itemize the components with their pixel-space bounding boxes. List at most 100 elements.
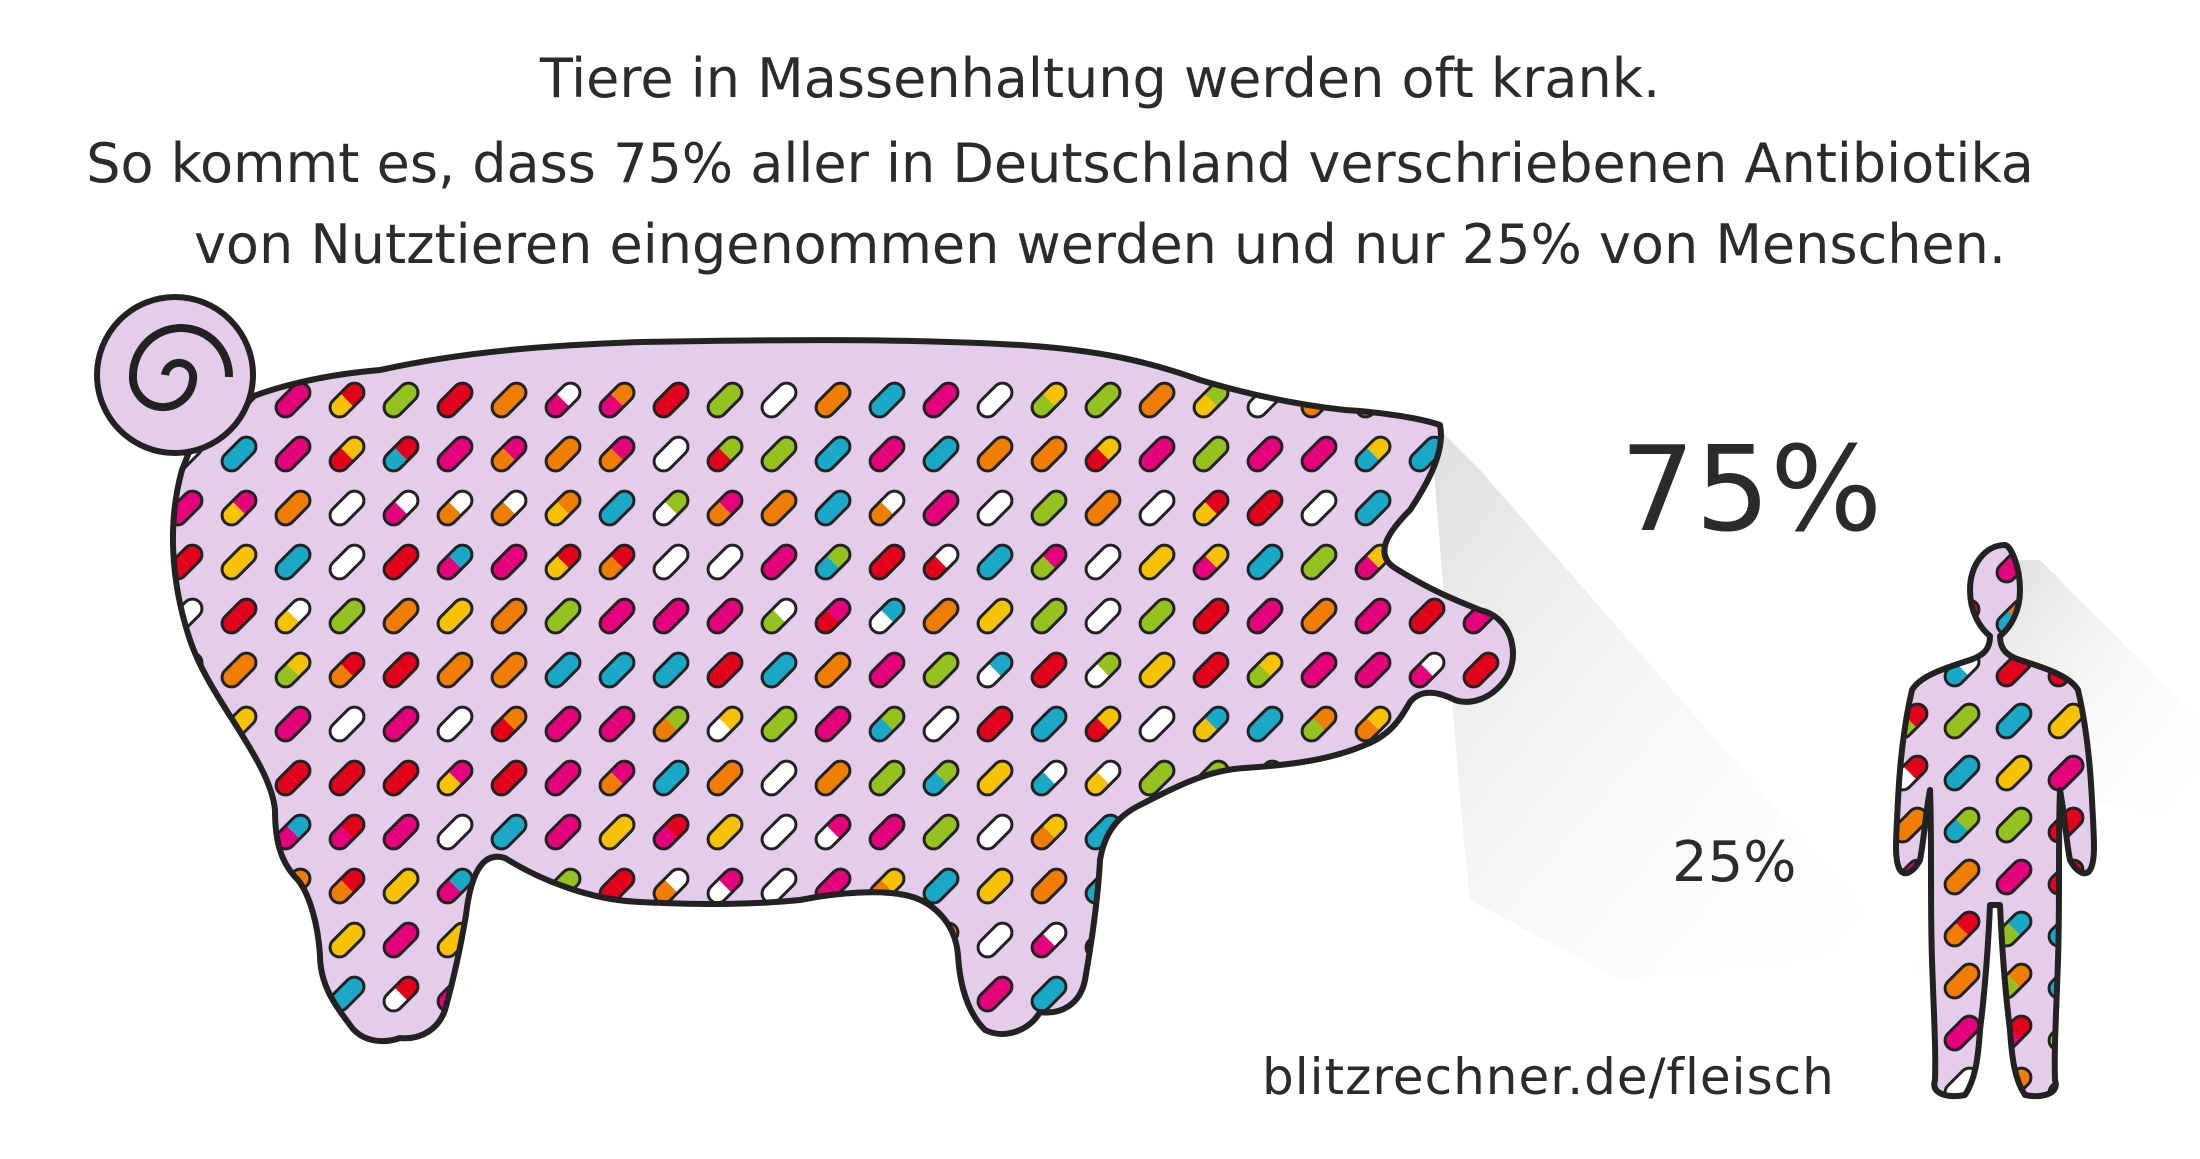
pill-capsule-icon bbox=[544, 705, 582, 743]
pill-capsule-icon bbox=[922, 705, 960, 743]
pill-capsule-icon bbox=[544, 381, 582, 419]
pill-capsule-icon bbox=[1354, 759, 1392, 797]
pill-capsule-icon bbox=[1030, 921, 1068, 959]
pill-capsule-icon bbox=[1138, 381, 1176, 419]
pill-capsule-icon bbox=[1995, 702, 2033, 740]
pill-capsule-icon bbox=[328, 921, 366, 959]
animals-percentage: 75% bbox=[1620, 420, 1883, 558]
pill-capsule-icon bbox=[1896, 546, 1929, 584]
pill-capsule-icon bbox=[922, 543, 960, 581]
pill-capsule-icon bbox=[1896, 910, 1929, 948]
pill-capsule-icon bbox=[652, 921, 690, 959]
pill-capsule-icon bbox=[1030, 867, 1068, 905]
pill-capsule-icon bbox=[1943, 910, 1981, 948]
pill-capsule-icon bbox=[274, 921, 312, 959]
pill-capsule-icon bbox=[1300, 489, 1338, 527]
pill-capsule-icon bbox=[868, 813, 906, 851]
pill-capsule-icon bbox=[976, 867, 1014, 905]
pill-capsule-icon bbox=[598, 489, 636, 527]
pill-capsule-icon bbox=[1192, 489, 1230, 527]
pill-capsule-icon bbox=[436, 867, 474, 905]
pill-capsule-icon bbox=[1462, 921, 1500, 959]
pill-capsule-icon bbox=[652, 705, 690, 743]
pill-capsule-icon bbox=[1462, 381, 1500, 419]
pill-capsule-icon bbox=[1246, 813, 1284, 851]
pill-capsule-icon bbox=[328, 543, 366, 581]
pill-capsule-icon bbox=[976, 921, 1014, 959]
pill-capsule-icon bbox=[220, 759, 258, 797]
pill-capsule-icon bbox=[382, 921, 420, 959]
pill-capsule-icon bbox=[1246, 543, 1284, 581]
pill-capsule-icon bbox=[382, 867, 420, 905]
pill-capsule-icon bbox=[598, 921, 636, 959]
pill-capsule-icon bbox=[760, 813, 798, 851]
pill-capsule-icon bbox=[490, 489, 528, 527]
pill-capsule-icon bbox=[1030, 489, 1068, 527]
pill-capsule-icon bbox=[760, 435, 798, 473]
pill-capsule-icon bbox=[598, 381, 636, 419]
source-link[interactable]: blitzrechner.de/fleisch bbox=[1262, 1048, 1835, 1106]
pill-capsule-icon bbox=[598, 813, 636, 851]
pill-capsule-icon bbox=[814, 921, 852, 959]
pill-capsule-icon bbox=[706, 867, 744, 905]
pill-capsule-icon bbox=[1943, 702, 1981, 740]
pill-capsule-icon bbox=[172, 867, 204, 905]
pill-capsule-icon bbox=[490, 597, 528, 635]
pill-capsule-icon bbox=[706, 381, 744, 419]
pill-capsule-icon bbox=[976, 651, 1014, 689]
pill-capsule-icon bbox=[652, 489, 690, 527]
pill-capsule-icon bbox=[1408, 705, 1446, 743]
pill-capsule-icon bbox=[652, 813, 690, 851]
pill-capsule-icon bbox=[1354, 813, 1392, 851]
pill-capsule-icon bbox=[172, 975, 204, 1013]
pill-capsule-icon bbox=[814, 813, 852, 851]
pill-capsule-icon bbox=[922, 597, 960, 635]
pill-capsule-icon bbox=[382, 759, 420, 797]
pill-capsule-icon bbox=[544, 975, 582, 1013]
pill-capsule-icon bbox=[1354, 489, 1392, 527]
pill-capsule-icon bbox=[760, 975, 798, 1013]
pill-capsule-icon bbox=[220, 867, 258, 905]
pill-capsule-icon bbox=[976, 759, 1014, 797]
pill-capsule-icon bbox=[490, 705, 528, 743]
pill-capsule-icon bbox=[868, 705, 906, 743]
pill-capsule-icon bbox=[328, 381, 366, 419]
pill-capsule-icon bbox=[1246, 975, 1284, 1013]
pill-capsule-icon bbox=[1896, 598, 1929, 636]
pill-capsule-icon bbox=[652, 543, 690, 581]
pill-capsule-icon bbox=[274, 597, 312, 635]
pill-capsule-icon bbox=[814, 543, 852, 581]
pill-capsule-icon bbox=[1246, 867, 1284, 905]
pill-capsule-icon bbox=[706, 651, 744, 689]
pill-capsule-icon bbox=[328, 759, 366, 797]
pill-capsule-icon bbox=[544, 651, 582, 689]
pill-capsule-icon bbox=[868, 543, 906, 581]
headline-line-2: So kommt es, dass 75% aller in Deutschla… bbox=[86, 132, 2034, 195]
pill-capsule-icon bbox=[760, 597, 798, 635]
pill-capsule-icon bbox=[274, 435, 312, 473]
pill-capsule-icon bbox=[274, 975, 312, 1013]
pill-capsule-icon bbox=[544, 543, 582, 581]
pill-capsule-icon bbox=[1192, 597, 1230, 635]
pill-capsule-icon bbox=[1354, 975, 1392, 1013]
pill-capsule-icon bbox=[382, 813, 420, 851]
pill-capsule-icon bbox=[706, 597, 744, 635]
pill-capsule-icon bbox=[1192, 813, 1230, 851]
pill-capsule-icon bbox=[598, 759, 636, 797]
pill-capsule-icon bbox=[220, 975, 258, 1013]
pill-capsule-icon bbox=[1084, 975, 1122, 1013]
pill-capsule-icon bbox=[1943, 806, 1981, 844]
pill-capsule-icon bbox=[1300, 597, 1338, 635]
pill-capsule-icon bbox=[544, 759, 582, 797]
pill-capsule-icon bbox=[220, 543, 258, 581]
pill-capsule-icon bbox=[1896, 1014, 1929, 1052]
pill-capsule-icon bbox=[220, 813, 258, 851]
pill-capsule-icon bbox=[868, 921, 906, 959]
pill-capsule-icon bbox=[1995, 754, 2033, 792]
pill-capsule-icon bbox=[814, 705, 852, 743]
pill-capsule-icon bbox=[976, 489, 1014, 527]
pill-capsule-icon bbox=[490, 975, 528, 1013]
pill-capsule-icon bbox=[1192, 651, 1230, 689]
pill-capsule-icon bbox=[172, 921, 204, 959]
pill-capsule-icon bbox=[1138, 435, 1176, 473]
